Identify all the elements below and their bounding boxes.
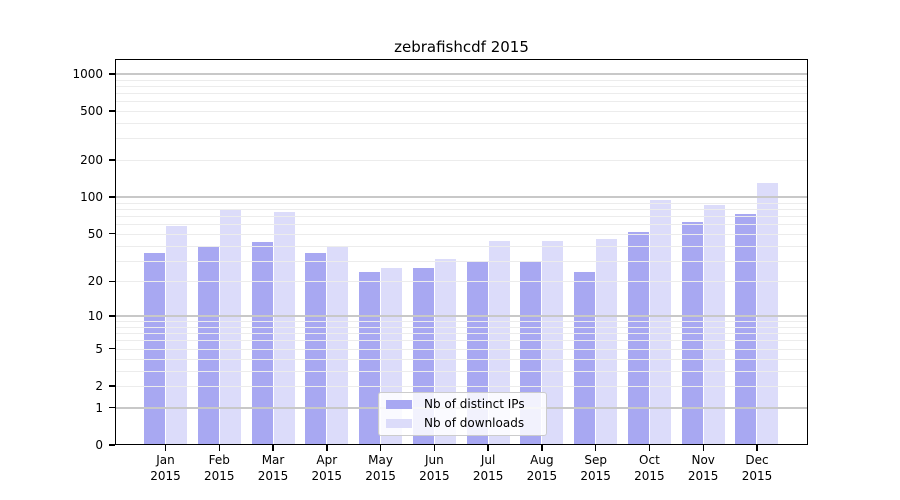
- bar-dec-downloads: [757, 183, 779, 445]
- minor-gridline: [115, 358, 808, 360]
- y-tick-label-100: 100: [80, 190, 103, 205]
- x-tick-label-apr: Apr 2015: [311, 453, 343, 483]
- x-tick-label-jan: Jan 2015: [150, 453, 181, 483]
- minor-gridline: [115, 85, 808, 87]
- y-tick-label-1: 1: [95, 400, 103, 415]
- minor-gridline: [115, 216, 808, 218]
- bar-sep-distinct-ips: [574, 272, 596, 445]
- minor-gridline: [115, 370, 808, 372]
- minor-gridline: [115, 101, 808, 103]
- x-tick-feb: [218, 445, 220, 451]
- y-tick-10: [109, 315, 115, 317]
- x-tick-jun: [433, 445, 436, 451]
- minor-gridline: [115, 111, 808, 113]
- major-gridline-1000: [115, 73, 808, 75]
- minor-gridline: [115, 385, 808, 387]
- minor-gridline: [115, 93, 808, 95]
- minor-gridline: [115, 224, 808, 226]
- x-tick-label-oct: Oct 2015: [634, 453, 665, 483]
- minor-gridline: [115, 160, 808, 162]
- minor-gridline: [115, 340, 808, 342]
- x-tick-label-aug: Aug 2015: [526, 453, 558, 483]
- bar-nov-downloads: [703, 205, 725, 445]
- y-tick-label-5: 5: [95, 341, 103, 356]
- y-tick-label-1000: 1000: [72, 66, 103, 81]
- minor-gridline: [115, 245, 808, 247]
- bar-apr-downloads: [327, 245, 349, 445]
- y-tick-label-0: 0: [95, 438, 103, 452]
- major-gridline-100: [115, 196, 808, 198]
- bar-mar-downloads: [273, 211, 295, 445]
- minor-gridline: [115, 326, 808, 328]
- legend-label-downloads: Nb of downloads: [424, 416, 525, 430]
- minor-gridline: [115, 260, 808, 262]
- y-tick-5: [109, 348, 115, 350]
- legend-item-downloads: Nb of downloads: [386, 416, 538, 432]
- chart-title: zebrafishcdf 2015: [394, 38, 529, 56]
- x-tick-may: [379, 445, 382, 451]
- minor-gridline: [115, 233, 808, 235]
- bar-dec-distinct-ips: [735, 213, 757, 445]
- x-tick-oct: [648, 445, 651, 451]
- major-gridline-10: [115, 315, 808, 317]
- minor-gridline: [115, 333, 808, 335]
- minor-gridline: [115, 321, 808, 323]
- bar-apr-distinct-ips: [305, 252, 327, 445]
- bar-mar-distinct-ips: [251, 241, 273, 445]
- y-tick-50: [109, 233, 115, 235]
- minor-gridline: [115, 348, 808, 350]
- x-tick-label-jul: Jul 2015: [472, 453, 504, 483]
- bar-aug-downloads: [542, 240, 564, 445]
- minor-gridline: [115, 202, 808, 204]
- minor-gridline: [115, 208, 808, 210]
- x-tick-aug: [541, 445, 543, 451]
- y-tick-2: [109, 385, 115, 387]
- x-tick-apr: [326, 445, 328, 451]
- downloads-swatch: [386, 419, 412, 428]
- y-tick-500: [109, 110, 115, 112]
- x-tick-jul: [487, 445, 489, 451]
- y-tick-label-10: 10: [87, 309, 103, 324]
- x-tick-label-nov: Nov 2015: [687, 453, 719, 483]
- bar-jan-downloads: [166, 225, 187, 445]
- y-tick-label-500: 500: [80, 104, 103, 119]
- y-tick-label-20: 20: [87, 274, 103, 289]
- y-tick-label-200: 200: [80, 153, 103, 168]
- y-tick-label-2: 2: [95, 378, 103, 393]
- minor-gridline: [115, 79, 808, 81]
- y-tick-100: [109, 196, 115, 198]
- x-tick-jan: [164, 445, 167, 451]
- x-tick-label-feb: Feb 2015: [203, 453, 235, 483]
- x-tick-label-may: May 2015: [365, 453, 396, 483]
- minor-gridline: [115, 123, 808, 125]
- legend: Nb of distinct IPs Nb of downloads: [378, 392, 547, 436]
- bar-may-distinct-ips: [359, 272, 381, 445]
- x-tick-sep: [594, 445, 597, 451]
- y-tick-1000: [109, 73, 115, 75]
- x-tick-label-mar: Mar 2015: [257, 453, 289, 483]
- y-tick-0: [109, 444, 115, 446]
- bar-oct-distinct-ips: [627, 231, 649, 445]
- minor-gridline: [115, 138, 808, 140]
- x-tick-label-jun: Jun 2015: [419, 453, 450, 483]
- distinct-ips-swatch: [386, 400, 412, 409]
- y-tick-1: [109, 407, 115, 409]
- bar-jan-distinct-ips: [144, 252, 165, 445]
- bar-sep-downloads: [596, 239, 618, 445]
- legend-label-distinct-ips: Nb of distinct IPs: [424, 397, 525, 411]
- y-tick-20: [109, 280, 115, 283]
- x-tick-nov: [702, 445, 704, 451]
- x-tick-dec: [756, 445, 758, 451]
- x-tick-label-dec: Dec 2015: [741, 453, 773, 483]
- y-tick-label-50: 50: [87, 226, 103, 241]
- bar-feb-distinct-ips: [197, 245, 219, 445]
- y-tick-200: [109, 159, 115, 161]
- x-tick-label-sep: Sep 2015: [580, 453, 611, 483]
- x-tick-mar: [272, 445, 274, 451]
- legend-item-distinct-ips: Nb of distinct IPs: [386, 397, 538, 413]
- minor-gridline: [115, 281, 808, 283]
